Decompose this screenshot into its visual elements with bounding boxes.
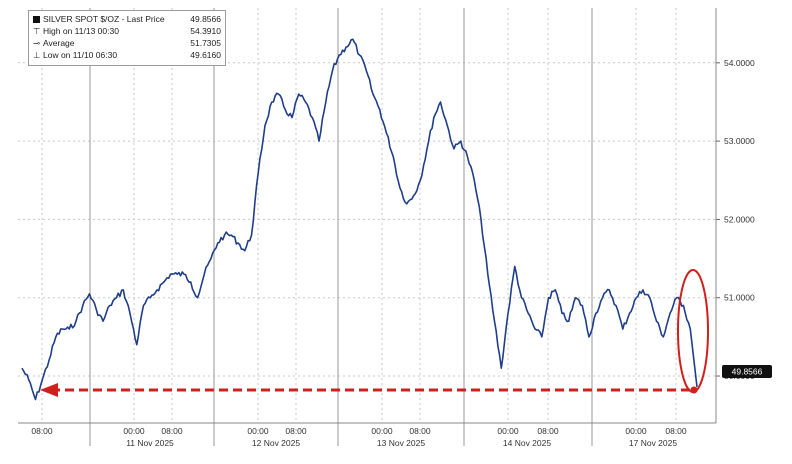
legend-low-label: Low on 11/10 06:30	[43, 50, 118, 60]
x-tick-label: 00:00	[371, 426, 393, 436]
legend-high-label: High on 11/13 00:30	[43, 26, 119, 36]
legend-title-row: SILVER SPOT $/OZ - Last Price 49.8566	[33, 13, 221, 25]
x-tick-label: 00:00	[625, 426, 647, 436]
chart-legend: SILVER SPOT $/OZ - Last Price 49.8566 ⊤ H…	[28, 10, 226, 66]
price-series-line	[21, 38, 698, 401]
x-day-label: 13 Nov 2025	[377, 438, 425, 448]
legend-high-value: 54.3910	[190, 26, 221, 36]
high-marker-icon: ⊤	[33, 26, 41, 36]
x-day-label: 17 Nov 2025	[629, 438, 677, 448]
x-day-label: 11 Nov 2025	[126, 438, 174, 448]
y-tick-label: 54.0000	[724, 58, 755, 68]
x-tick-label: 08:00	[161, 426, 183, 436]
y-tick-label: 51.0000	[724, 293, 755, 303]
legend-last-price: 49.8566	[190, 14, 221, 24]
y-tick-label: 52.0000	[724, 214, 755, 224]
legend-average-value: 51.7305	[190, 38, 221, 48]
legend-average-label: Average	[43, 38, 75, 48]
x-axis-ticks: 08:00 00:00 08:00 00:00 08:00 00:00 08:00 00:00…	[31, 426, 687, 436]
x-day-label: 14 Nov 2025	[503, 438, 551, 448]
x-tick-label: 08:00	[665, 426, 687, 436]
legend-row-low: ⊥ Low on 11/10 06:30 49.6160	[33, 49, 221, 61]
chart-gridlines	[18, 8, 716, 446]
x-tick-label: 00:00	[497, 426, 519, 436]
x-tick-label: 08:00	[409, 426, 431, 436]
legend-row-average: ⊸ Average 51.7305	[33, 37, 221, 49]
highlight-circle	[677, 269, 709, 393]
series-square-icon	[33, 16, 40, 23]
x-axis-day-labels: 11 Nov 2025 12 Nov 2025 13 Nov 2025 14 Nov …	[126, 438, 677, 448]
x-day-label: 12 Nov 2025	[252, 438, 300, 448]
legend-low-value: 49.6160	[190, 50, 221, 60]
x-tick-label: 08:00	[285, 426, 307, 436]
x-tick-label: 08:00	[537, 426, 559, 436]
x-tick-label: 00:00	[247, 426, 269, 436]
legend-title: SILVER SPOT $/OZ - Last Price	[43, 14, 165, 24]
x-tick-label: 00:00	[123, 426, 145, 436]
y-tick-label: 53.0000	[724, 136, 755, 146]
average-marker-icon: ⊸	[33, 38, 41, 48]
arrow-head-icon	[40, 382, 58, 397]
legend-row-high: ⊤ High on 11/13 00:30 54.3910	[33, 25, 221, 37]
last-price-arrow	[40, 382, 698, 397]
last-price-badge-text: 49.8566	[732, 367, 763, 377]
low-marker-icon: ⊥	[33, 50, 41, 60]
x-tick-label: 08:00	[31, 426, 53, 436]
last-price-badge: 49.8566	[722, 365, 772, 378]
